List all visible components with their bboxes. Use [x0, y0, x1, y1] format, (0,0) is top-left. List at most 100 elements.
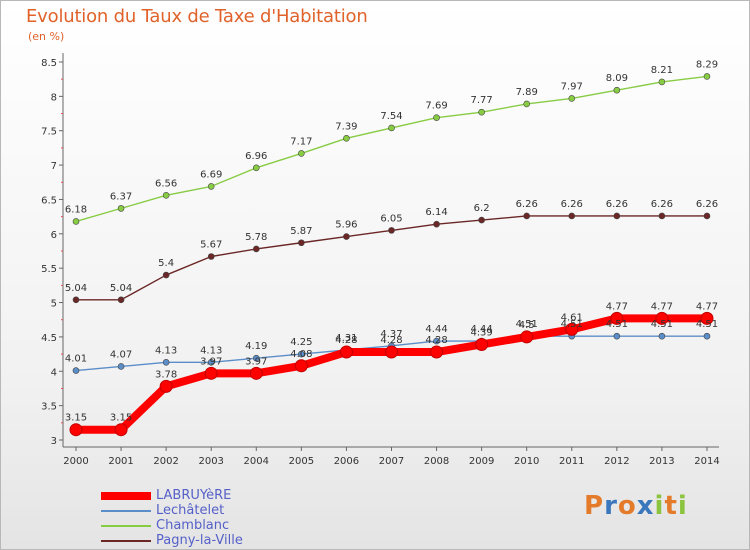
data-point — [658, 332, 666, 340]
logo-letter: o — [617, 491, 637, 521]
data-point — [343, 233, 350, 240]
data-label: 8.29 — [696, 59, 718, 70]
data-label: 5.67 — [200, 239, 222, 250]
data-label: 3.97 — [200, 356, 222, 367]
x-tick-label: 2014 — [694, 456, 719, 467]
legend: LABRUYèRE Lechâtelet Chamblanc Pagny-la-Vil… — [101, 488, 321, 549]
data-label: 3.78 — [155, 369, 177, 380]
data-label: 7.17 — [290, 136, 312, 147]
data-label: 4.77 — [606, 301, 628, 312]
data-label: 6.56 — [155, 178, 177, 189]
data-label: 5.96 — [335, 220, 357, 231]
legend-swatch — [101, 525, 151, 527]
data-label: 4.39 — [470, 327, 492, 338]
data-label: 5.87 — [290, 226, 312, 237]
data-point — [339, 345, 353, 359]
data-point — [298, 239, 305, 247]
data-point — [523, 100, 531, 108]
data-label: 5.04 — [65, 283, 87, 294]
data-label: 8.09 — [606, 73, 628, 84]
logo-letter: t — [664, 491, 678, 521]
data-label: 6.05 — [380, 213, 402, 224]
data-point — [478, 216, 485, 224]
data-point — [298, 350, 305, 358]
data-point — [478, 108, 485, 116]
data-point — [613, 332, 621, 340]
data-point — [117, 205, 125, 212]
data-point — [384, 345, 398, 359]
data-point — [298, 150, 305, 157]
data-label: 3.15 — [110, 413, 132, 424]
data-point — [72, 367, 80, 374]
x-tick-label: 2006 — [334, 456, 359, 467]
y-tick-label: 6.5 — [41, 195, 57, 206]
data-label: 7.39 — [335, 121, 357, 132]
data-point — [252, 164, 260, 172]
x-tick-label: 2007 — [379, 456, 404, 467]
y-tick-label: 8 — [51, 92, 57, 103]
legend-label: Pagny-la-Ville — [156, 533, 243, 548]
data-label: 6.26 — [606, 199, 628, 210]
legend-item: Chamblanc — [101, 518, 321, 534]
data-point — [703, 332, 711, 340]
data-label: 6.26 — [516, 199, 538, 210]
x-tick-label: 2001 — [108, 456, 133, 467]
data-point — [700, 311, 714, 325]
data-label: 4.77 — [651, 301, 673, 312]
data-point — [69, 423, 83, 437]
logo-letter: r — [604, 491, 618, 521]
data-label: 4.07 — [110, 349, 132, 360]
data-point — [162, 271, 170, 279]
data-label: 4.51 — [516, 319, 538, 330]
x-tick-label: 2011 — [559, 456, 584, 467]
x-tick-label: 2000 — [63, 456, 88, 467]
data-label: 4.61 — [561, 312, 583, 323]
data-label: 6.18 — [65, 204, 87, 215]
data-point — [433, 337, 440, 345]
data-label: 6.69 — [200, 169, 222, 180]
data-point — [207, 359, 215, 366]
x-tick-label: 2010 — [514, 456, 539, 467]
legend-swatch — [101, 492, 151, 500]
legend-label: LABRUYèRE — [156, 488, 232, 503]
data-label: 5.04 — [110, 283, 132, 294]
data-point — [658, 78, 666, 86]
data-label: 4.01 — [65, 354, 87, 365]
data-point — [249, 366, 263, 380]
data-label: 7.69 — [425, 101, 447, 112]
legend-item: Lechâtelet — [101, 503, 321, 519]
data-point — [568, 95, 576, 102]
y-tick-label: 4 — [51, 367, 57, 378]
data-label: 6.26 — [696, 199, 718, 210]
legend-item: LABRUYèRE — [101, 488, 321, 504]
data-point — [568, 212, 576, 220]
y-tick-label: 8.5 — [41, 58, 57, 69]
data-label: 4.08 — [290, 349, 312, 360]
data-label: 4.28 — [425, 335, 447, 346]
data-point — [613, 212, 621, 220]
data-point — [520, 330, 534, 344]
data-label: 4.37 — [380, 329, 402, 340]
legend-swatch — [101, 540, 151, 542]
data-label: 4.44 — [470, 324, 492, 335]
data-point — [162, 192, 170, 199]
y-tick-label: 3 — [51, 436, 57, 447]
data-label: 4.77 — [696, 301, 718, 312]
y-tick-label: 7 — [51, 161, 57, 172]
data-label: 6.26 — [561, 199, 583, 210]
x-tick-label: 2013 — [649, 456, 674, 467]
data-label: 4.13 — [200, 345, 222, 356]
data-label: 4.5 — [519, 320, 535, 331]
data-point — [388, 227, 395, 234]
data-label: 6.26 — [651, 199, 673, 210]
data-label: 3.15 — [65, 413, 87, 424]
data-point — [655, 311, 669, 325]
data-label: 6.2 — [474, 203, 490, 214]
data-point — [613, 86, 621, 94]
data-point — [343, 134, 350, 142]
data-label: 4.51 — [561, 319, 583, 330]
data-point — [703, 212, 711, 220]
legend-item: Pagny-la-Ville — [101, 533, 321, 549]
data-point — [207, 183, 215, 190]
